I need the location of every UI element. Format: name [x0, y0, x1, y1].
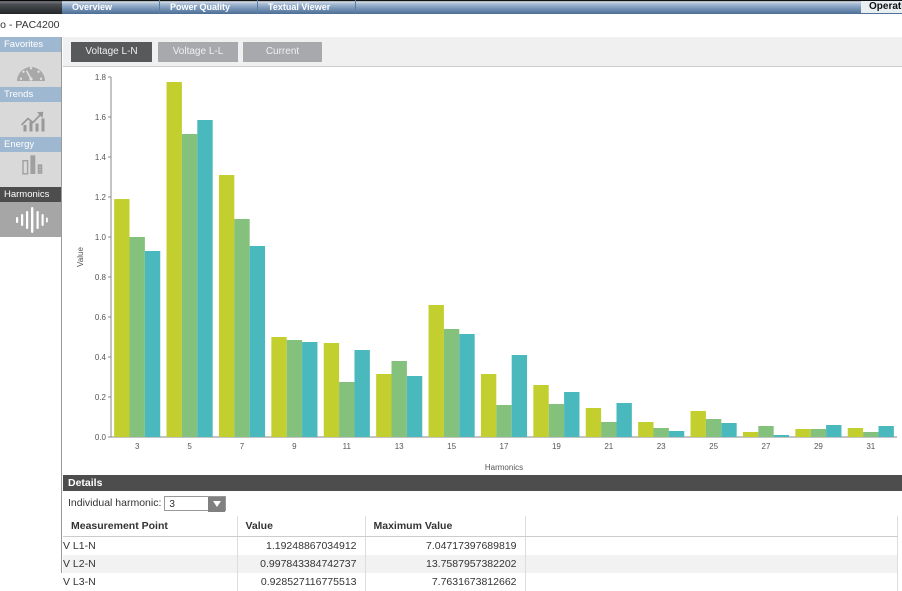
svg-text:1.2: 1.2: [95, 193, 107, 202]
svg-text:0.4: 0.4: [95, 353, 107, 362]
svg-text:1.4: 1.4: [95, 153, 107, 162]
svg-text:0.2: 0.2: [95, 393, 107, 402]
svg-text:29: 29: [814, 442, 823, 451]
svg-text:13: 13: [395, 442, 404, 451]
svg-text:3: 3: [135, 442, 140, 451]
svg-text:0.6: 0.6: [95, 313, 107, 322]
svg-text:1.6: 1.6: [95, 113, 107, 122]
svg-text:0.0: 0.0: [95, 433, 107, 442]
svg-text:1.8: 1.8: [95, 73, 107, 82]
svg-text:23: 23: [657, 442, 666, 451]
svg-text:5: 5: [187, 442, 192, 451]
svg-text:1.0: 1.0: [95, 233, 107, 242]
svg-text:Value: Value: [76, 247, 85, 267]
svg-text:17: 17: [500, 442, 509, 451]
svg-text:0.8: 0.8: [95, 273, 107, 282]
svg-text:19: 19: [552, 442, 561, 451]
svg-text:7: 7: [240, 442, 245, 451]
svg-text:9: 9: [292, 442, 297, 451]
svg-text:27: 27: [762, 442, 771, 451]
svg-text:Harmonics: Harmonics: [485, 463, 523, 472]
svg-text:15: 15: [447, 442, 456, 451]
svg-text:21: 21: [604, 442, 613, 451]
svg-text:25: 25: [709, 442, 718, 451]
svg-text:31: 31: [866, 442, 875, 451]
svg-text:11: 11: [343, 442, 352, 451]
